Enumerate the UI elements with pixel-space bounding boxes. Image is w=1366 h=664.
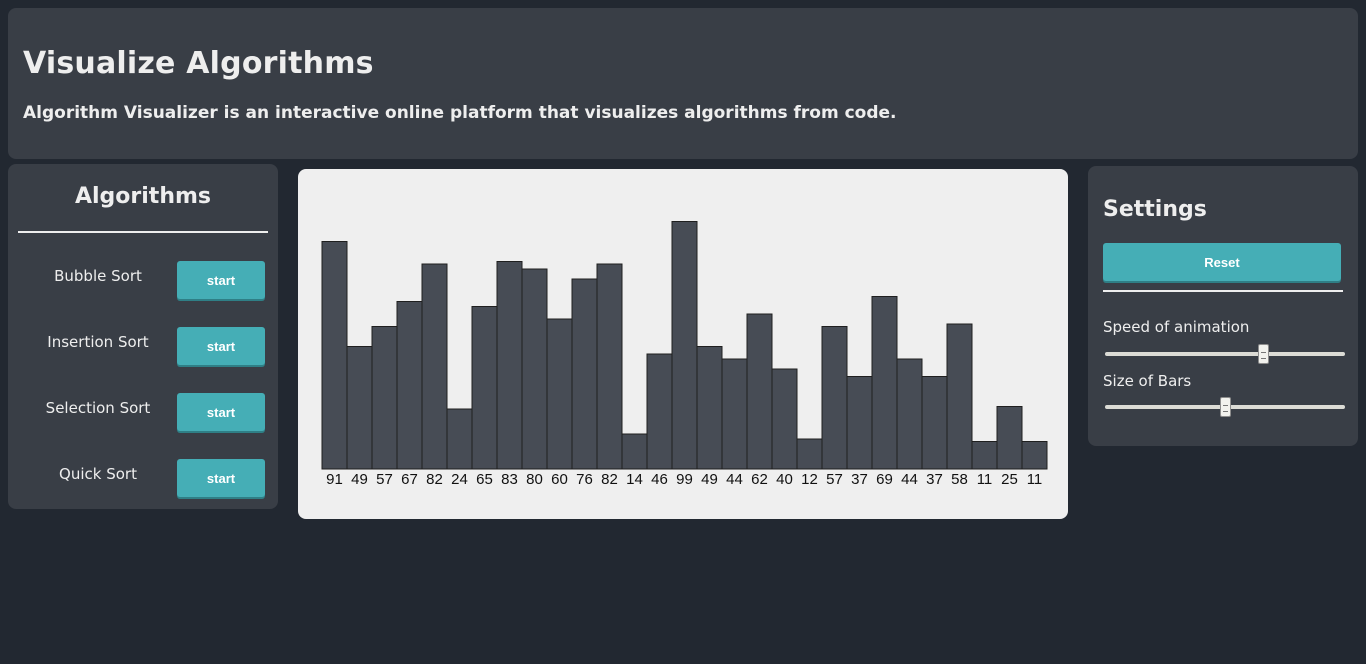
bar-label-17: 62	[751, 471, 768, 488]
bar-label-1: 49	[351, 471, 368, 488]
bar-23	[896, 358, 923, 470]
bar-label-4: 82	[426, 471, 443, 488]
bar-8	[521, 268, 548, 470]
algorithm-row-bubble-sort: Bubble Sort start	[8, 261, 278, 299]
bar-24	[921, 376, 948, 470]
bar-label-22: 69	[876, 471, 893, 488]
bar-26	[971, 441, 998, 470]
bar-label-23: 44	[901, 471, 918, 488]
bar-10	[571, 278, 598, 470]
bar-label-5: 24	[451, 471, 468, 488]
bar-13	[646, 353, 673, 470]
size-slider[interactable]	[1105, 397, 1345, 417]
selection-sort-label: Selection Sort	[45, 399, 151, 417]
bar-27	[996, 406, 1023, 470]
selection-sort-start-button[interactable]: start	[177, 393, 265, 431]
bar-label-12: 14	[626, 471, 643, 488]
bar-label-10: 76	[576, 471, 593, 488]
size-slider-thumb[interactable]	[1219, 397, 1231, 417]
bar-label-25: 58	[951, 471, 968, 488]
bubble-sort-start-button[interactable]: start	[177, 261, 265, 299]
bar-7	[496, 261, 523, 470]
bar-5	[446, 408, 473, 470]
bar-4	[421, 263, 448, 470]
bar-19	[796, 438, 823, 470]
bar-label-11: 82	[601, 471, 618, 488]
bar-17	[746, 313, 773, 470]
settings-title: Settings	[1103, 197, 1207, 222]
bar-label-27: 25	[1001, 471, 1018, 488]
bar-28	[1021, 441, 1048, 470]
page-subtitle: Algorithm Visualizer is an interactive o…	[23, 103, 897, 123]
quick-sort-label: Quick Sort	[59, 465, 137, 483]
speed-slider-thumb[interactable]	[1258, 344, 1270, 364]
bar-25	[946, 323, 973, 470]
bar-label-18: 40	[776, 471, 793, 488]
reset-button[interactable]: Reset	[1103, 243, 1341, 281]
bar-label-28: 11	[1027, 471, 1043, 488]
bar-15	[696, 346, 723, 470]
bar-18	[771, 368, 798, 470]
algorithms-title: Algorithms	[74, 184, 212, 209]
insertion-sort-label: Insertion Sort	[47, 333, 149, 351]
bar-label-16: 44	[726, 471, 743, 488]
bar-label-24: 37	[926, 471, 943, 488]
bar-20	[821, 326, 848, 470]
bar-label-0: 91	[326, 471, 343, 488]
bar-label-7: 83	[501, 471, 518, 488]
bar-label-2: 57	[376, 471, 393, 488]
bar-6	[471, 306, 498, 470]
bar-21	[846, 376, 873, 470]
bar-22	[871, 296, 898, 470]
bar-visualization-panel: 91 49 57 67 82 24 65 83 80 60 76 82 14 46 99 49 44 62 40 12…	[298, 169, 1068, 519]
bar-label-21: 37	[851, 471, 868, 488]
bar-label-15: 49	[701, 471, 718, 488]
speed-slider-track[interactable]	[1105, 352, 1345, 356]
bubble-sort-label: Bubble Sort	[54, 267, 142, 285]
bar-label-26: 11	[977, 471, 993, 488]
speed-slider[interactable]	[1105, 344, 1345, 364]
bar-11	[596, 263, 623, 470]
bar-label-3: 67	[401, 471, 418, 488]
bar-12	[621, 433, 648, 470]
bar-9	[546, 318, 573, 470]
bar-label-14: 99	[676, 471, 693, 488]
algorithms-panel: Algorithms Bubble Sort start Insertion S…	[8, 164, 278, 509]
bar-0	[321, 241, 348, 470]
page-title: Visualize Algorithms	[23, 46, 374, 81]
bar-3	[396, 301, 423, 470]
bar-16	[721, 358, 748, 470]
bar-1	[346, 346, 373, 470]
settings-divider	[1103, 290, 1343, 292]
algorithm-row-insertion-sort: Insertion Sort start	[8, 327, 278, 365]
bar-label-20: 57	[826, 471, 843, 488]
bar-chart: 91 49 57 67 82 24 65 83 80 60 76 82 14 46 99 49 44 62 40 12…	[321, 221, 1048, 488]
bar-label-19: 12	[801, 471, 818, 488]
algorithm-row-quick-sort: Quick Sort start	[8, 459, 278, 497]
size-label: Size of Bars	[1103, 372, 1192, 390]
algorithms-divider	[18, 231, 268, 233]
quick-sort-start-button[interactable]: start	[177, 459, 265, 497]
speed-label: Speed of animation	[1103, 318, 1250, 336]
bar-label-6: 65	[476, 471, 493, 488]
bar-label-9: 60	[551, 471, 568, 488]
bar-label-8: 80	[526, 471, 543, 488]
algorithm-row-selection-sort: Selection Sort start	[8, 393, 278, 431]
bar-label-13: 46	[651, 471, 668, 488]
bar-14	[671, 221, 698, 470]
insertion-sort-start-button[interactable]: start	[177, 327, 265, 365]
header-panel: Visualize Algorithms Algorithm Visualize…	[8, 8, 1358, 159]
bar-2	[371, 326, 398, 470]
settings-panel: Settings Reset Speed of animation Size o…	[1088, 166, 1358, 446]
